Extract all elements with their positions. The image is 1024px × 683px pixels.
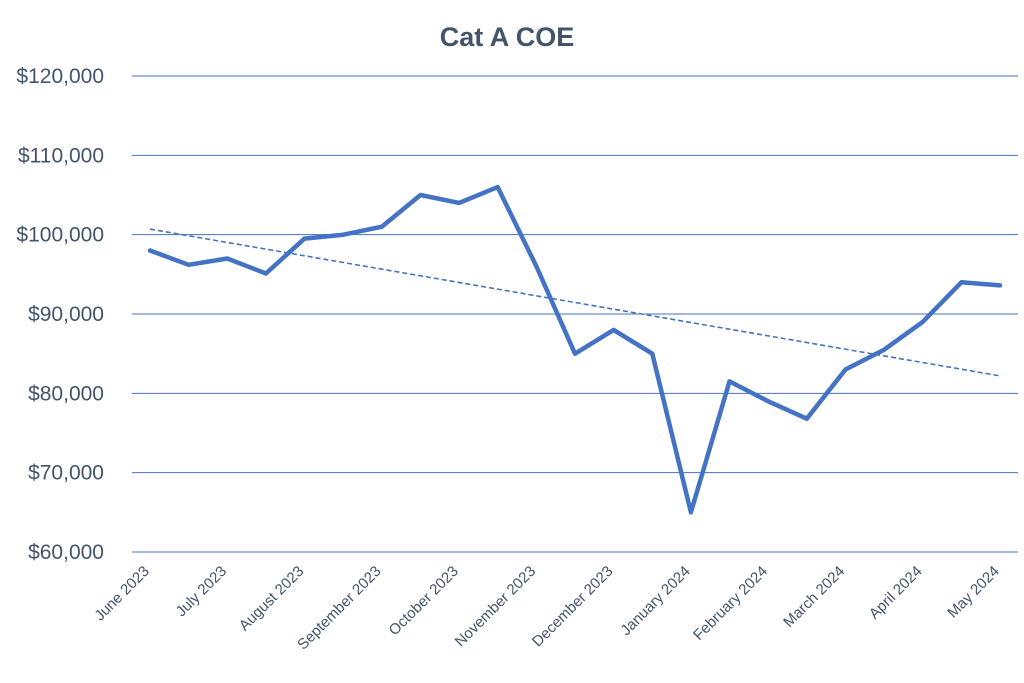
data-point [457, 200, 462, 205]
x-tick-label: March 2024 [780, 563, 848, 631]
data-point [650, 351, 655, 356]
y-tick-label: $60,000 [28, 541, 104, 564]
data-point [688, 510, 693, 515]
y-tick-label: $110,000 [18, 144, 104, 167]
data-point [804, 416, 809, 421]
data-point [495, 185, 500, 190]
chart-title: Cat A COE [440, 22, 575, 52]
data-point [263, 271, 268, 276]
series-line [147, 184, 1003, 515]
y-tick-label: $100,000 [16, 224, 104, 247]
x-tick-label: February 2024 [690, 563, 771, 644]
data-point [882, 347, 887, 352]
data-point [920, 319, 925, 324]
x-tick-label: May 2024 [944, 563, 1003, 622]
x-tick-label: April 2024 [866, 563, 926, 623]
x-tick-label: September 2023 [294, 563, 384, 653]
y-tick-label: $70,000 [28, 462, 104, 485]
x-tick-label: January 2024 [617, 563, 693, 639]
x-tick-label: November 2023 [452, 563, 539, 650]
data-point [379, 224, 384, 229]
data-point [727, 379, 732, 384]
x-tick-label: August 2023 [236, 563, 308, 635]
series-group [147, 184, 1003, 515]
data-point [418, 193, 423, 197]
data-point [998, 283, 1002, 288]
data-point [341, 232, 346, 237]
data-point [843, 367, 848, 372]
data-point [611, 327, 616, 332]
data-point [148, 248, 152, 253]
x-tick-label: July 2023 [173, 563, 230, 620]
x-tick-label: June 2023 [91, 563, 153, 625]
data-point [573, 351, 577, 356]
x-tick-label: October 2023 [386, 563, 462, 639]
data-point [534, 264, 539, 269]
data-point [302, 236, 307, 241]
x-tick-label: December 2023 [529, 563, 616, 650]
data-point [186, 262, 191, 267]
y-tick-label: $90,000 [28, 303, 104, 326]
y-tick-label: $80,000 [28, 382, 104, 405]
data-point [766, 399, 771, 404]
data-point [959, 280, 964, 285]
y-tick-label: $120,000 [16, 65, 104, 88]
data-point [225, 256, 230, 261]
y-axis-ticks: $60,000 $70,000 $80,000 $90,000 $100,000 $110… [16, 65, 104, 564]
gridlines [132, 75, 1018, 553]
